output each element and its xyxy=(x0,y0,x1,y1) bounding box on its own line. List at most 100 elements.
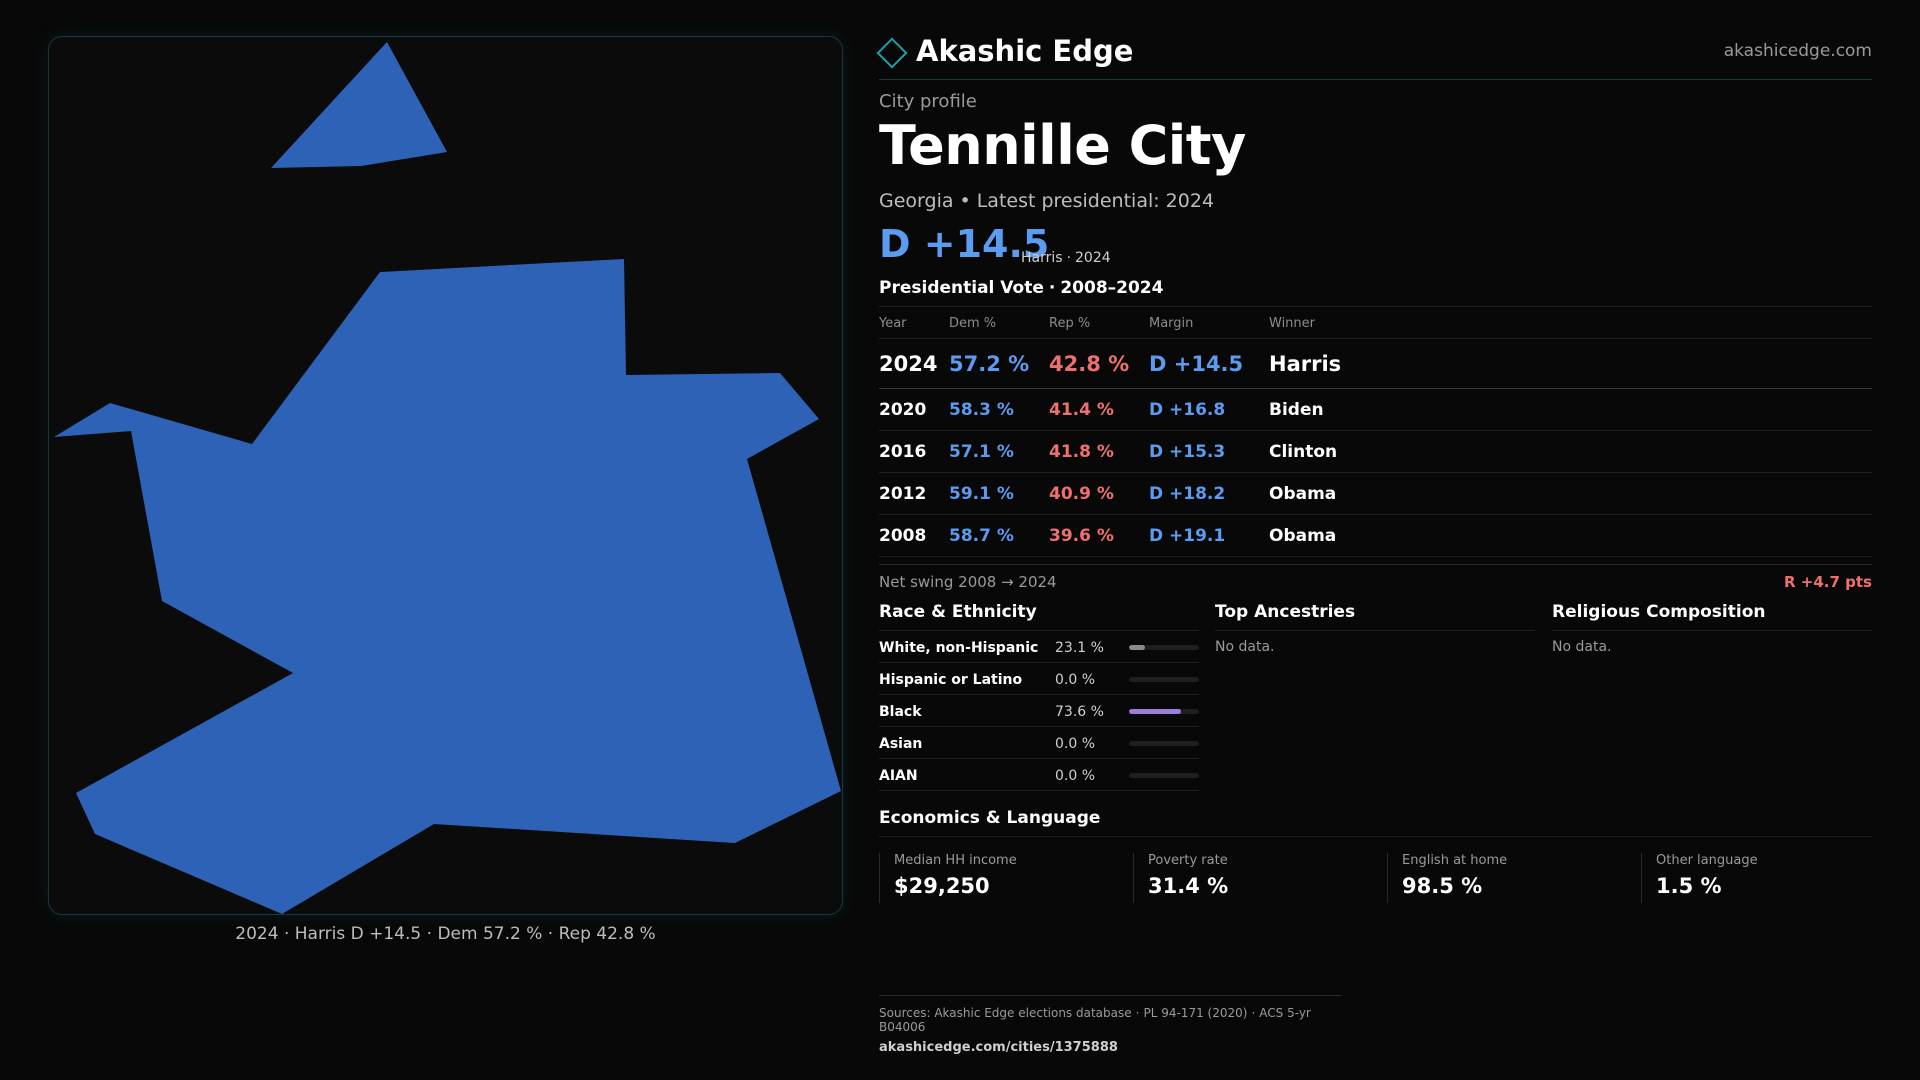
row-dem: 57.1 % xyxy=(949,442,1014,462)
race-title: Race & Ethnicity xyxy=(879,602,1199,631)
religious-composition-section: Religious Composition No data. xyxy=(1552,602,1872,655)
boundary-shape-north xyxy=(271,42,447,168)
state-name: Georgia xyxy=(879,190,954,212)
race-ethnicity-section: Race & Ethnicity White, non-Hispanic 23.… xyxy=(879,602,1199,791)
row-winner: Biden xyxy=(1269,400,1324,420)
race-row: Hispanic or Latino 0.0 % xyxy=(879,663,1199,695)
boundary-shape-main xyxy=(54,259,841,914)
race-label: White, non-Hispanic xyxy=(879,640,1039,656)
row-dem: 58.3 % xyxy=(949,400,1014,420)
headline-note: Harris · 2024 xyxy=(1021,250,1111,266)
caption-sep: · xyxy=(426,924,433,944)
race-bar-track xyxy=(1129,645,1199,650)
econ-value: 31.4 % xyxy=(1148,874,1229,898)
race-row: AIAN 0.0 % xyxy=(879,759,1199,791)
headline-year: 2024 xyxy=(1075,250,1111,266)
race-bar-track xyxy=(1129,773,1199,778)
footer-sources: Sources: Akashic Edge elections database… xyxy=(879,1006,1342,1034)
header-rep: Rep % xyxy=(1049,316,1091,331)
econ-value: 98.5 % xyxy=(1402,874,1483,898)
econ-label: English at home xyxy=(1402,853,1508,868)
econ-label: Other language xyxy=(1656,853,1758,868)
econ-value: 1.5 % xyxy=(1656,874,1722,898)
row-winner: Obama xyxy=(1269,526,1337,546)
race-row: Asian 0.0 % xyxy=(879,727,1199,759)
race-pct: 23.1 % xyxy=(1055,640,1104,656)
top-ancestries-section: Top Ancestries No data. xyxy=(1215,602,1535,655)
footer-sep: · xyxy=(1135,1006,1140,1020)
page-footer: Sources: Akashic Edge elections database… xyxy=(879,995,1342,1055)
race-pct: 0.0 % xyxy=(1055,672,1096,688)
race-pct: 0.0 % xyxy=(1055,736,1096,752)
row-year: 2012 xyxy=(879,484,927,504)
row-margin: D +14.5 xyxy=(1149,352,1244,376)
row-rep: 40.9 % xyxy=(1049,484,1114,504)
economics-grid: Median HH income $29,250 Poverty rate 31… xyxy=(879,836,1872,906)
race-pct: 73.6 % xyxy=(1055,704,1104,720)
headline-margin: D +14.5 xyxy=(879,222,1050,266)
ancestries-empty: No data. xyxy=(1215,639,1275,655)
source-pl94: PL 94-171 (2020) xyxy=(1143,1006,1248,1020)
headline-sep: · xyxy=(1066,250,1072,266)
row-margin: D +19.1 xyxy=(1149,526,1226,546)
table-row: 2020 58.3 % 41.4 % D +16.8 Biden xyxy=(879,389,1872,431)
economics-title: Economics & Language xyxy=(879,808,1101,828)
race-row: White, non-Hispanic 23.1 % xyxy=(879,631,1199,663)
race-label: Hispanic or Latino xyxy=(879,672,1023,688)
source-elections: Sources: Akashic Edge elections database xyxy=(879,1006,1132,1020)
row-rep: 42.8 % xyxy=(1049,352,1130,376)
city-permalink[interactable]: akashicedge.com/cities/1375888 xyxy=(879,1040,1118,1055)
diamond-icon xyxy=(876,37,908,69)
row-margin: D +16.8 xyxy=(1149,400,1226,420)
vote-title: Presidential Vote xyxy=(879,278,1044,298)
caption-winner-margin: Harris D +14.5 xyxy=(294,924,422,944)
race-pct: 0.0 % xyxy=(1055,768,1096,784)
caption-sep: · xyxy=(283,924,290,944)
row-dem: 58.7 % xyxy=(949,526,1014,546)
presidential-vote-table: Year Dem % Rep % Margin Winner 2024 57.2… xyxy=(879,306,1872,557)
religion-empty: No data. xyxy=(1552,639,1612,655)
ancestries-title: Top Ancestries xyxy=(1215,602,1535,631)
source-acs: ACS 5-yr B04006 xyxy=(879,1006,1311,1034)
race-bar-track xyxy=(1129,709,1199,714)
headline-candidate: Harris xyxy=(1021,250,1063,266)
caption-year: 2024 xyxy=(235,924,279,944)
latest-presidential: Latest presidential: 2024 xyxy=(976,190,1215,212)
table-header: Year Dem % Rep % Margin Winner xyxy=(879,307,1872,339)
table-row: 2016 57.1 % 41.8 % D +15.3 Clinton xyxy=(879,431,1872,473)
caption-sep: · xyxy=(547,924,554,944)
race-bar-track xyxy=(1129,741,1199,746)
caption-rep: Rep 42.8 % xyxy=(558,924,656,944)
row-rep: 39.6 % xyxy=(1049,526,1114,546)
net-swing-value: R +4.7 pts xyxy=(1784,573,1872,591)
net-swing-row: Net swing 2008 → 2024 R +4.7 pts xyxy=(879,564,1872,594)
vote-range: 2008–2024 xyxy=(1060,278,1164,298)
race-bar-track xyxy=(1129,677,1199,682)
header-winner: Winner xyxy=(1269,316,1316,331)
header-dem: Dem % xyxy=(949,316,997,331)
table-row: 2008 58.7 % 39.6 % D +19.1 Obama xyxy=(879,515,1872,557)
city-boundary-svg xyxy=(54,42,841,914)
row-rep: 41.4 % xyxy=(1049,400,1114,420)
table-row: 2012 59.1 % 40.9 % D +18.2 Obama xyxy=(879,473,1872,515)
row-winner: Harris xyxy=(1269,352,1342,376)
religion-title: Religious Composition xyxy=(1552,602,1872,631)
row-year: 2008 xyxy=(879,526,927,546)
page-kicker: City profile xyxy=(879,91,977,112)
econ-label: Poverty rate xyxy=(1148,853,1228,868)
brand-name[interactable]: Akashic Edge xyxy=(916,34,1134,68)
row-margin: D +15.3 xyxy=(1149,442,1226,462)
row-rep: 41.8 % xyxy=(1049,442,1114,462)
row-winner: Clinton xyxy=(1269,442,1338,462)
econ-label: Median HH income xyxy=(894,853,1017,868)
econ-cell-income: Median HH income $29,250 xyxy=(879,853,1133,903)
header-year: Year xyxy=(879,316,907,331)
city-boundary-map[interactable] xyxy=(48,36,843,915)
brand-header: Akashic Edge akashicedge.com xyxy=(876,34,1872,80)
brand-url[interactable]: akashicedge.com xyxy=(1723,41,1872,61)
race-bar-fill xyxy=(1129,645,1146,650)
row-dem: 59.1 % xyxy=(949,484,1014,504)
row-year: 2024 xyxy=(879,352,938,376)
race-bar-fill xyxy=(1129,709,1181,714)
row-year: 2020 xyxy=(879,400,927,420)
